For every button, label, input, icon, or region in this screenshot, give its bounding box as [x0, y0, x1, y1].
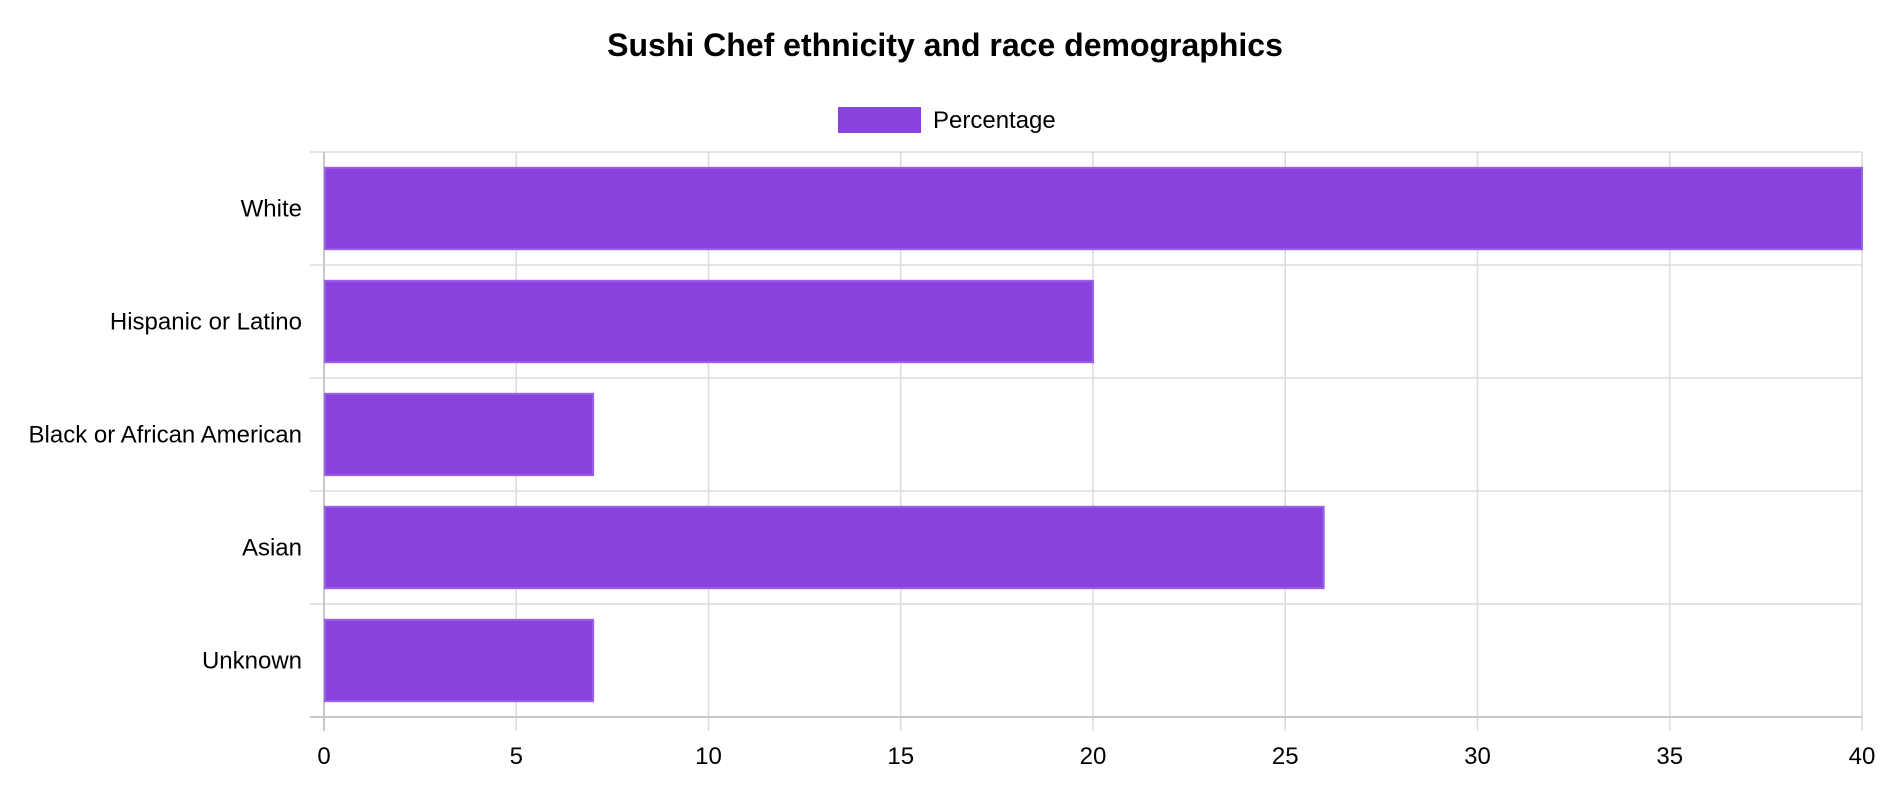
- legend-swatch: [838, 107, 921, 133]
- y-tick-label: Unknown: [202, 648, 302, 675]
- bar-unknown[interactable]: [324, 618, 595, 703]
- x-tick-label: 30: [1464, 743, 1491, 770]
- bar-black-or-african-american[interactable]: [324, 392, 595, 477]
- x-axis-tick-labels: 0 5 10 15 20 25 30 35 40: [317, 743, 1875, 770]
- x-tick-label: 0: [317, 743, 330, 770]
- bar-hispanic-or-latino[interactable]: [324, 279, 1094, 364]
- bars: [324, 166, 1863, 703]
- x-tick-label: 20: [1080, 743, 1107, 770]
- y-tick-label: Asian: [242, 535, 302, 562]
- y-axis-tick-labels: White Hispanic or Latino Black or African …: [29, 196, 302, 675]
- x-tick-label: 10: [695, 743, 722, 770]
- y-tick-label: White: [241, 196, 302, 223]
- legend[interactable]: Percentage: [838, 107, 1056, 134]
- bar-asian[interactable]: [324, 505, 1325, 590]
- x-tick-label: 15: [887, 743, 914, 770]
- x-tick-label: 40: [1849, 743, 1876, 770]
- y-tick-label: Hispanic or Latino: [110, 309, 302, 336]
- x-tick-label: 25: [1272, 743, 1299, 770]
- x-tick-label: 35: [1656, 743, 1683, 770]
- x-tick-label: 5: [510, 743, 523, 770]
- legend-label: Percentage: [933, 107, 1056, 134]
- chart-title: Sushi Chef ethnicity and race demographi…: [607, 27, 1283, 63]
- bar-white[interactable]: [324, 166, 1863, 251]
- y-tick-label: Black or African American: [29, 422, 302, 449]
